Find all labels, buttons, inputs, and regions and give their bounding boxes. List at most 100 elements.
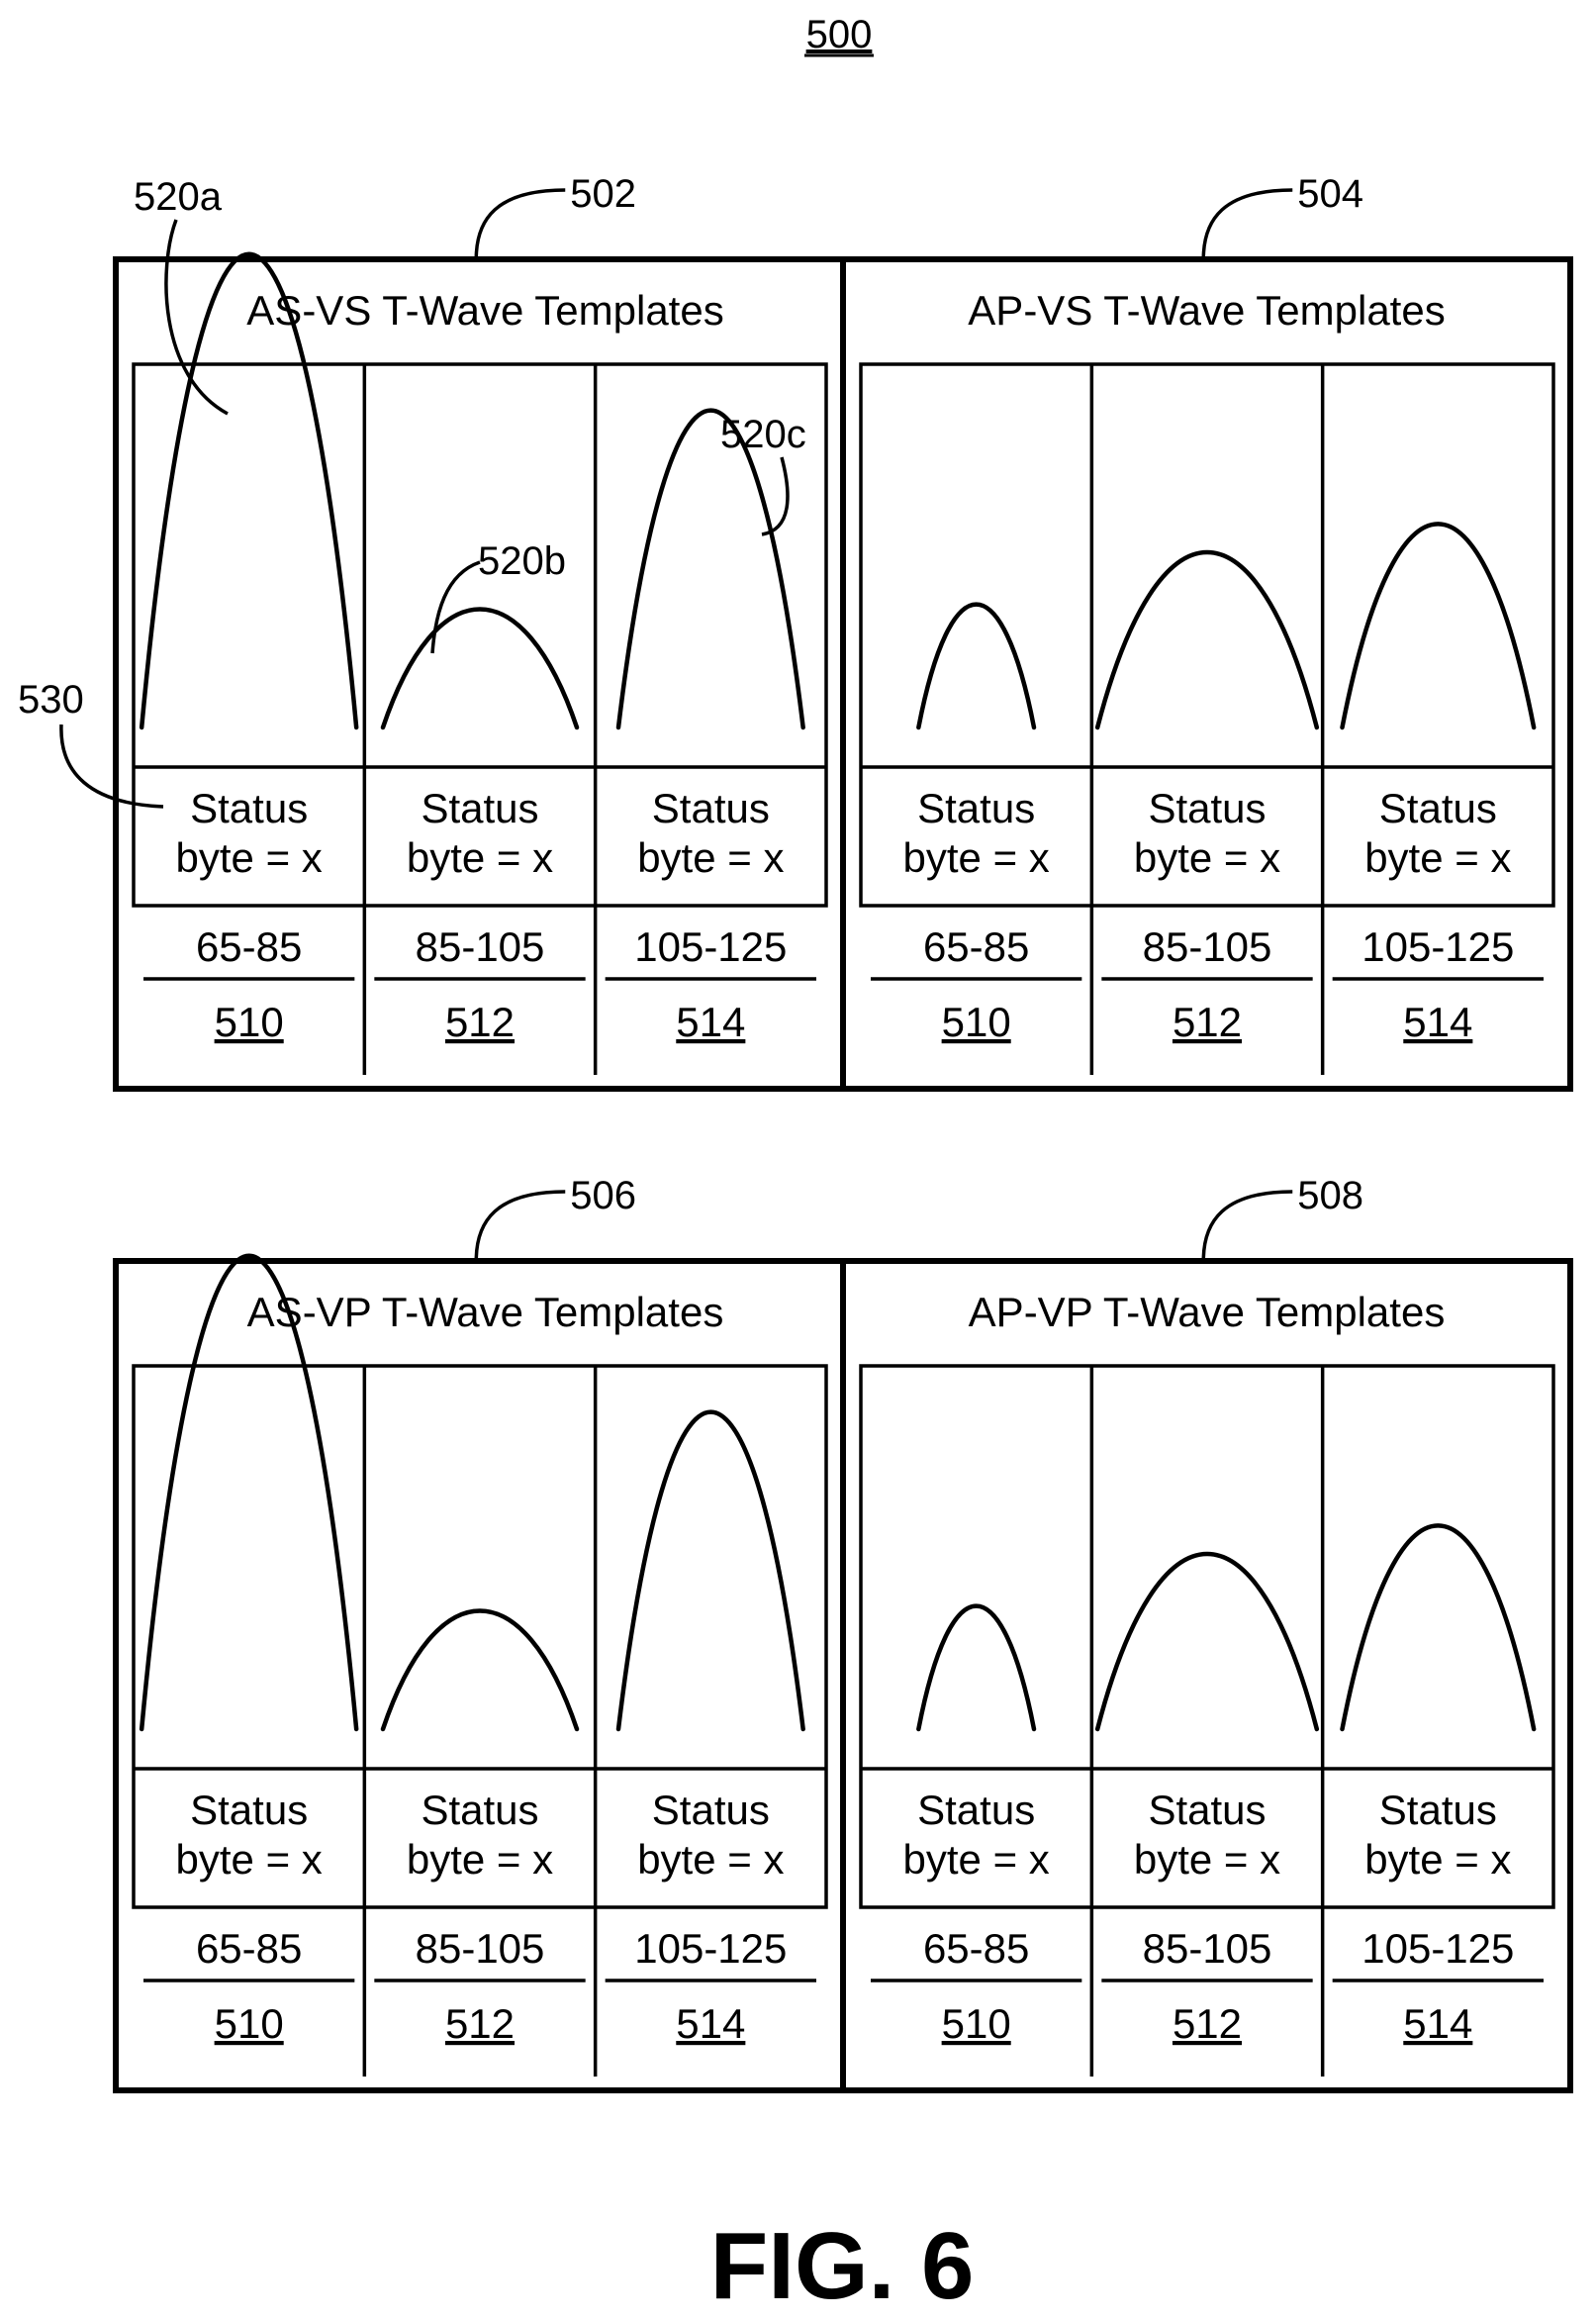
- status-label: Status: [190, 785, 308, 831]
- rate-range: 65-85: [923, 923, 1029, 970]
- t-wave-curve: [1094, 1552, 1320, 1732]
- status-value: byte = x: [903, 834, 1050, 881]
- callout-520b-leader: [430, 560, 481, 654]
- panel-ref-label: 504: [1297, 172, 1363, 216]
- status-label: Status: [652, 1787, 770, 1833]
- callout-530: 530: [18, 678, 164, 809]
- t-wave-curve: [380, 607, 580, 730]
- rate-range: 105-125: [634, 1925, 787, 1972]
- t-wave-curve: [916, 602, 1037, 730]
- template-grid: [132, 1364, 828, 1909]
- template-grid: [859, 362, 1555, 908]
- panel-ref-label: 506: [570, 1174, 636, 1217]
- column-ref: 510: [942, 999, 1011, 1045]
- column-ref: 512: [1173, 999, 1242, 1045]
- t-wave-curve: [139, 251, 359, 730]
- status-label: Status: [652, 785, 770, 831]
- column-ref: 510: [942, 2000, 1011, 2047]
- rate-range: 65-85: [196, 923, 302, 970]
- status-value: byte = x: [1364, 1836, 1511, 1883]
- rate-range: 65-85: [196, 1925, 302, 1972]
- callout-530-leader: [59, 724, 164, 809]
- figure-number-label: 500: [806, 13, 873, 56]
- panel-ref-label: 502: [570, 172, 636, 216]
- status-value: byte = x: [176, 834, 323, 881]
- status-label: Status: [1148, 1787, 1266, 1833]
- t-wave-curve: [1340, 522, 1537, 730]
- status-label: Status: [1379, 785, 1497, 831]
- rate-range: 85-105: [1143, 1925, 1272, 1972]
- panel-title: AP-VS T-Wave Templates: [968, 287, 1445, 334]
- status-label: Status: [917, 785, 1035, 831]
- column-ref: 514: [676, 2000, 745, 2047]
- rate-range: 105-125: [634, 923, 787, 970]
- t-wave-curve: [615, 408, 805, 730]
- callout-520c: 520c: [720, 413, 806, 536]
- figure-caption: FIG. 6: [710, 2213, 975, 2319]
- column-ref: 512: [445, 2000, 515, 2047]
- status-value: byte = x: [176, 1836, 323, 1883]
- column-ref: 514: [1403, 999, 1472, 1045]
- rate-range: 105-125: [1361, 923, 1514, 970]
- column-ref: 514: [1403, 2000, 1472, 2047]
- t-wave-curve: [1094, 550, 1320, 730]
- panel-ref-leader: [1201, 1190, 1293, 1262]
- rate-range: 85-105: [1143, 923, 1272, 970]
- status-label: Status: [1148, 785, 1266, 831]
- callout-520c-label: 520c: [720, 413, 806, 456]
- column-ref: 514: [676, 999, 745, 1045]
- column-ref: 512: [1173, 2000, 1242, 2047]
- rate-range: 85-105: [416, 923, 545, 970]
- rate-range: 85-105: [416, 1925, 545, 1972]
- callout-520b-label: 520b: [478, 539, 566, 583]
- panel-title: AS-VS T-Wave Templates: [246, 287, 723, 334]
- t-wave-curve: [1340, 1523, 1537, 1732]
- column-ref: 510: [215, 999, 284, 1045]
- template-grid: [859, 1364, 1555, 1909]
- callout-520a-label: 520a: [134, 175, 223, 219]
- panel-title: AP-VP T-Wave Templates: [969, 1289, 1446, 1335]
- status-value: byte = x: [407, 834, 553, 881]
- panel-ref-leader: [474, 1190, 566, 1262]
- status-value: byte = x: [407, 1836, 553, 1883]
- callout-520b: 520b: [430, 539, 566, 654]
- column-ref: 512: [445, 999, 515, 1045]
- callout-530-label: 530: [18, 678, 84, 722]
- template-grid: [132, 362, 828, 908]
- status-value: byte = x: [1134, 834, 1280, 881]
- status-value: byte = x: [637, 834, 784, 881]
- t-wave-curve: [615, 1409, 805, 1732]
- t-wave-curve: [139, 1253, 359, 1732]
- t-wave-curve: [916, 1603, 1037, 1732]
- status-label: Status: [190, 1787, 308, 1833]
- status-value: byte = x: [637, 1836, 784, 1883]
- column-ref: 510: [215, 2000, 284, 2047]
- status-value: byte = x: [1364, 834, 1511, 881]
- status-label: Status: [1379, 1787, 1497, 1833]
- callout-520a-leader: [164, 219, 229, 416]
- callout-520c-leader: [761, 456, 790, 536]
- status-label: Status: [421, 785, 538, 831]
- t-wave-curve: [380, 1608, 580, 1732]
- status-label: Status: [917, 1787, 1035, 1833]
- callout-520a: 520a: [134, 175, 229, 416]
- status-value: byte = x: [1134, 1836, 1280, 1883]
- status-label: Status: [421, 1787, 538, 1833]
